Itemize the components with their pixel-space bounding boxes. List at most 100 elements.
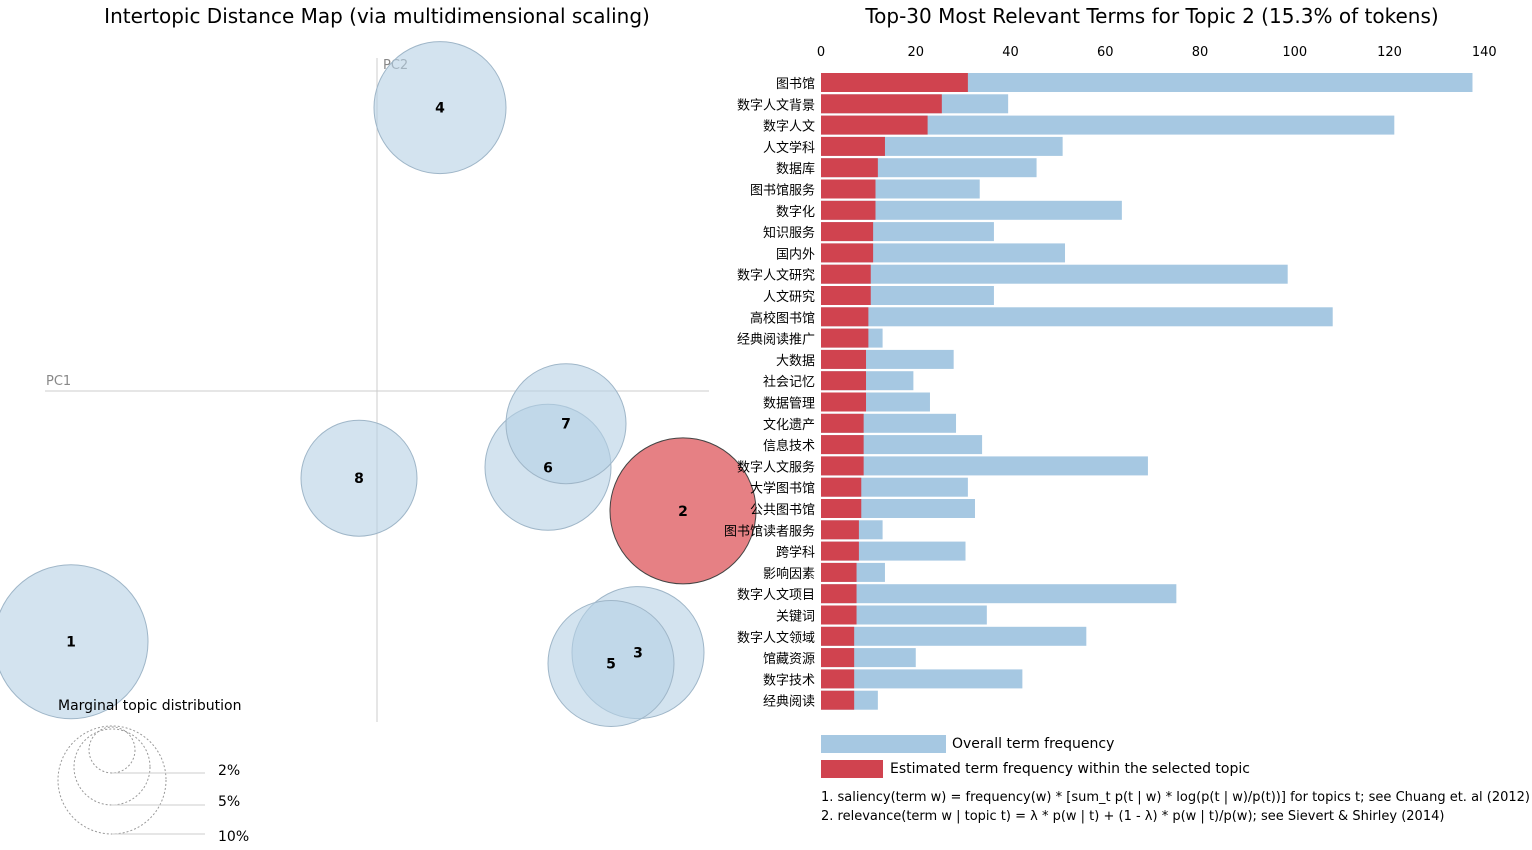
term-label-27[interactable]: 馆藏资源 bbox=[763, 652, 815, 667]
x-tick-label: 40 bbox=[1002, 45, 1019, 60]
term-label-6[interactable]: 数字化 bbox=[776, 205, 815, 220]
marginal-circle-10pct bbox=[57, 725, 167, 835]
x-tick-label: 80 bbox=[1192, 45, 1209, 60]
term-label-29[interactable]: 经典阅读 bbox=[763, 695, 815, 710]
bar-topic-7[interactable] bbox=[821, 222, 874, 242]
bar-overall-9[interactable] bbox=[821, 264, 1288, 284]
term-label-22[interactable]: 跨学科 bbox=[776, 545, 815, 561]
topic-circle-8[interactable] bbox=[300, 419, 418, 537]
topic-label-4[interactable]: 4 bbox=[435, 101, 445, 117]
term-label-2[interactable]: 数字人文 bbox=[763, 120, 815, 135]
bar-topic-1[interactable] bbox=[821, 94, 942, 114]
legend-topic-label: Estimated term frequency within the sele… bbox=[890, 761, 1250, 777]
bar-topic-24[interactable] bbox=[821, 584, 857, 604]
bar-topic-27[interactable] bbox=[821, 648, 855, 668]
term-label-24[interactable]: 数字人文项目 bbox=[737, 588, 815, 603]
topic-label-7[interactable]: 7 bbox=[561, 417, 571, 433]
pc1-axis-label: PC1 bbox=[46, 374, 71, 389]
legend-overall-label: Overall term frequency bbox=[952, 736, 1114, 752]
topic-circle-7[interactable] bbox=[505, 363, 627, 485]
topic-circle-1[interactable] bbox=[0, 564, 149, 720]
bar-topic-18[interactable] bbox=[821, 456, 864, 476]
bar-overall-2[interactable] bbox=[821, 115, 1395, 135]
bar-topic-12[interactable] bbox=[821, 328, 869, 348]
term-label-23[interactable]: 影响因素 bbox=[763, 566, 815, 582]
term-label-5[interactable]: 图书馆服务 bbox=[750, 183, 815, 199]
bar-topic-10[interactable] bbox=[821, 286, 871, 305]
bar-topic-0[interactable] bbox=[821, 73, 968, 92]
bar-overall-25[interactable] bbox=[821, 605, 987, 625]
bar-overall-26[interactable] bbox=[821, 626, 1087, 646]
bar-topic-11[interactable] bbox=[821, 307, 869, 327]
term-label-15[interactable]: 数据管理 bbox=[763, 397, 815, 412]
bar-topic-13[interactable] bbox=[821, 349, 867, 369]
term-label-28[interactable]: 数字技术 bbox=[763, 673, 815, 688]
bar-topic-2[interactable] bbox=[821, 115, 928, 135]
term-label-17[interactable]: 信息技术 bbox=[763, 438, 815, 454]
term-label-3[interactable]: 人文学科 bbox=[763, 140, 815, 156]
bar-topic-17[interactable] bbox=[821, 435, 864, 455]
bar-overall-8[interactable] bbox=[821, 243, 1066, 263]
legend-topic-swatch bbox=[821, 760, 883, 778]
term-label-9[interactable]: 数字人文研究 bbox=[737, 269, 815, 284]
relevance-note: 2. relevance(term w | topic t) = λ * p(w… bbox=[821, 809, 1444, 824]
topic-circle-2[interactable] bbox=[609, 437, 757, 585]
topic-circle-4[interactable] bbox=[373, 41, 507, 175]
bar-topic-14[interactable] bbox=[821, 371, 867, 391]
term-label-20[interactable]: 公共图书馆 bbox=[750, 503, 815, 518]
term-label-16[interactable]: 文化遗产 bbox=[763, 418, 815, 433]
bar-topic-9[interactable] bbox=[821, 264, 871, 284]
topic-label-3[interactable]: 3 bbox=[633, 646, 643, 662]
bar-overall-28[interactable] bbox=[821, 669, 1023, 689]
term-label-11[interactable]: 高校图书馆 bbox=[750, 310, 815, 326]
bar-topic-4[interactable] bbox=[821, 158, 878, 178]
term-label-12[interactable]: 经典阅读推广 bbox=[737, 333, 815, 348]
term-label-10[interactable]: 人文研究 bbox=[763, 290, 815, 305]
bar-topic-25[interactable] bbox=[821, 605, 857, 625]
marginal-legend-title: Marginal topic distribution bbox=[58, 698, 242, 714]
topic-circle-5[interactable] bbox=[547, 600, 675, 727]
term-label-4[interactable]: 数据库 bbox=[776, 161, 815, 177]
term-label-26[interactable]: 数字人文领域 bbox=[737, 631, 815, 646]
bar-topic-22[interactable] bbox=[821, 541, 859, 561]
bar-topic-20[interactable] bbox=[821, 499, 862, 518]
topic-label-8[interactable]: 8 bbox=[354, 471, 364, 487]
bar-topic-29[interactable] bbox=[821, 690, 855, 710]
term-bars bbox=[821, 73, 1473, 710]
bar-topic-23[interactable] bbox=[821, 562, 857, 582]
bar-overall-6[interactable] bbox=[821, 200, 1122, 220]
topic-label-6[interactable]: 6 bbox=[543, 460, 553, 476]
bar-topic-19[interactable] bbox=[821, 477, 862, 497]
bar-topic-6[interactable] bbox=[821, 200, 876, 220]
topic-circles: 1 2 3 4 5 6 7 8 bbox=[0, 41, 757, 727]
bar-overall-24[interactable] bbox=[821, 584, 1177, 604]
topic-label-2[interactable]: 2 bbox=[678, 504, 688, 520]
topic-label-1[interactable]: 1 bbox=[66, 635, 76, 651]
term-label-13[interactable]: 大数据 bbox=[776, 354, 815, 369]
term-label-0[interactable]: 图书馆 bbox=[776, 77, 815, 92]
term-label-18[interactable]: 数字人文服务 bbox=[737, 459, 815, 475]
map-title: Intertopic Distance Map (via multidimens… bbox=[104, 4, 650, 28]
bar-topic-21[interactable] bbox=[821, 520, 859, 540]
marginal-label-2pct: 2% bbox=[218, 763, 240, 779]
topic-label-5[interactable]: 5 bbox=[606, 657, 616, 673]
bar-topic-3[interactable] bbox=[821, 136, 885, 156]
bar-topic-16[interactable] bbox=[821, 413, 864, 433]
bar-topic-26[interactable] bbox=[821, 626, 855, 646]
term-label-21[interactable]: 图书馆读者服务 bbox=[724, 523, 815, 539]
x-tick-label: 140 bbox=[1472, 45, 1497, 60]
bar-topic-5[interactable] bbox=[821, 179, 876, 199]
bar-overall-18[interactable] bbox=[821, 456, 1148, 476]
bar-overall-0[interactable] bbox=[821, 73, 1473, 92]
bar-topic-15[interactable] bbox=[821, 392, 867, 412]
term-label-8[interactable]: 国内外 bbox=[776, 246, 815, 262]
bar-topic-8[interactable] bbox=[821, 243, 874, 263]
bar-overall-11[interactable] bbox=[821, 307, 1333, 327]
bar-topic-28[interactable] bbox=[821, 669, 855, 689]
term-label-7[interactable]: 知识服务 bbox=[763, 225, 815, 241]
term-label-1[interactable]: 数字人文背景 bbox=[737, 98, 815, 113]
term-label-19[interactable]: 大学图书馆 bbox=[750, 481, 815, 497]
term-label-14[interactable]: 社会记忆 bbox=[763, 374, 815, 390]
term-label-25[interactable]: 关键词 bbox=[776, 610, 815, 625]
